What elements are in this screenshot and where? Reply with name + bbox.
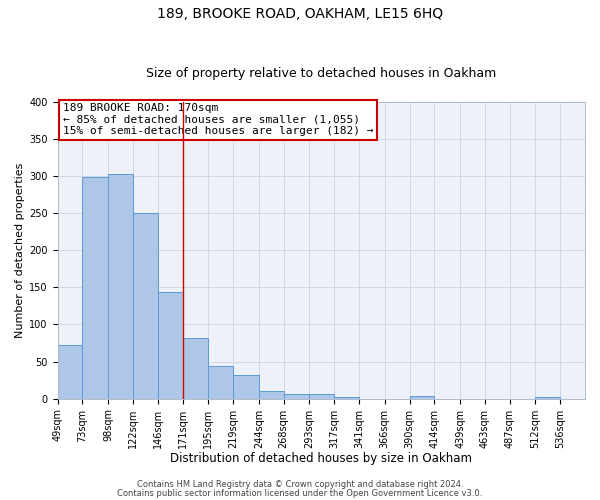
Y-axis label: Number of detached properties: Number of detached properties: [15, 162, 25, 338]
Text: Contains public sector information licensed under the Open Government Licence v3: Contains public sector information licen…: [118, 488, 482, 498]
Bar: [535, 396, 560, 398]
X-axis label: Distribution of detached houses by size in Oakham: Distribution of detached houses by size …: [170, 452, 472, 465]
Bar: [208, 366, 233, 398]
Bar: [184, 338, 208, 398]
Bar: [310, 394, 334, 398]
Text: Contains HM Land Registry data © Crown copyright and database right 2024.: Contains HM Land Registry data © Crown c…: [137, 480, 463, 489]
Bar: [158, 292, 184, 399]
Bar: [82, 178, 108, 398]
Bar: [58, 345, 82, 399]
Title: Size of property relative to detached houses in Oakham: Size of property relative to detached ho…: [146, 66, 496, 80]
Bar: [284, 394, 310, 398]
Bar: [133, 213, 158, 398]
Bar: [108, 174, 133, 398]
Bar: [334, 397, 359, 398]
Bar: [233, 375, 259, 398]
Text: 189, BROOKE ROAD, OAKHAM, LE15 6HQ: 189, BROOKE ROAD, OAKHAM, LE15 6HQ: [157, 8, 443, 22]
Bar: [410, 396, 434, 398]
Bar: [259, 392, 284, 398]
Text: 189 BROOKE ROAD: 170sqm
← 85% of detached houses are smaller (1,055)
15% of semi: 189 BROOKE ROAD: 170sqm ← 85% of detache…: [63, 103, 373, 136]
